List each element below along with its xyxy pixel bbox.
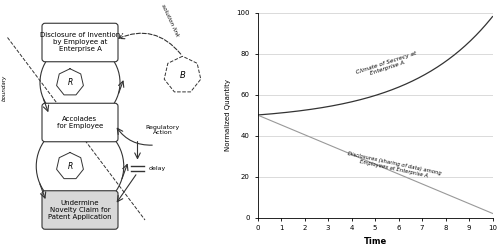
FancyBboxPatch shape	[42, 23, 118, 62]
Text: Accolades
for Employee: Accolades for Employee	[57, 116, 103, 129]
Text: system
boundary: system boundary	[0, 74, 6, 101]
Text: R: R	[68, 78, 72, 87]
Text: Disclosure of Invention
by Employee at
Enterprise A: Disclosure of Invention by Employee at E…	[40, 32, 120, 52]
Text: delay: delay	[149, 166, 166, 171]
Text: Undermine
Novelty Claim for
Patent Application: Undermine Novelty Claim for Patent Appli…	[48, 200, 112, 220]
X-axis label: Time: Time	[364, 237, 386, 246]
Text: Regulatory
Action: Regulatory Action	[146, 124, 180, 136]
FancyBboxPatch shape	[42, 103, 118, 142]
Text: R: R	[68, 162, 72, 171]
Text: B: B	[180, 70, 186, 80]
Text: Disclosures (sharing of data) among
Employees at Enterprise A: Disclosures (sharing of data) among Empl…	[346, 151, 442, 182]
Text: solution link: solution link	[160, 3, 180, 37]
Y-axis label: Normalized Quantity: Normalized Quantity	[225, 79, 231, 151]
Text: Climate of Secrecy at
Enterprise A: Climate of Secrecy at Enterprise A	[355, 51, 418, 81]
FancyBboxPatch shape	[42, 191, 118, 229]
